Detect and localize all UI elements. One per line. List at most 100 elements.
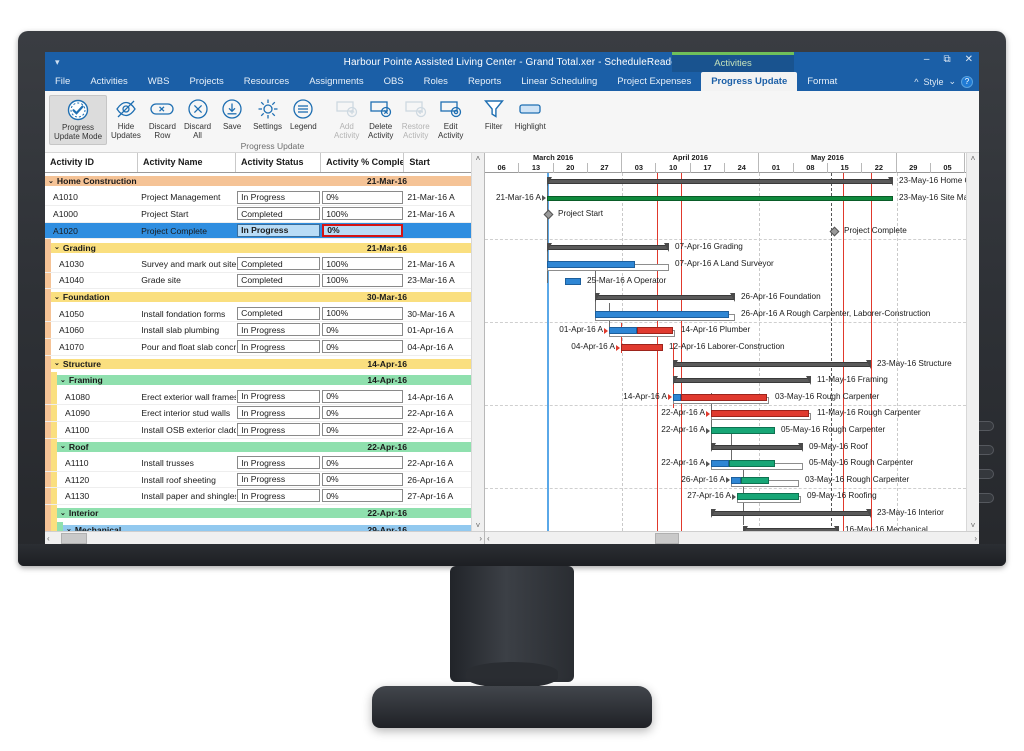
style-caret-up-icon[interactable]: ^	[914, 76, 919, 87]
gantt-summary-bar[interactable]	[547, 245, 669, 251]
gantt-horizontal-scrollbar[interactable]: ‹ ›	[485, 531, 979, 544]
gantt-progress-bar[interactable]	[673, 393, 681, 401]
gantt-activity-bar[interactable]	[737, 493, 799, 501]
gantt-summary-bar[interactable]	[743, 527, 839, 531]
table-group-row[interactable]: ⌄ Interior 22-Apr-16	[45, 505, 471, 522]
gantt-summary-bar[interactable]	[711, 511, 871, 516]
menu-item-roles[interactable]: Roles	[414, 72, 458, 91]
cell-activity-status[interactable]: Completed	[236, 256, 321, 272]
gantt-hscroll-thumb[interactable]	[655, 532, 679, 544]
highlight-button[interactable]: Highlight	[511, 95, 550, 134]
cell-activity-percent-complete[interactable]: 100%	[321, 273, 404, 289]
menu-item-obs[interactable]: OBS	[374, 72, 414, 91]
gantt-scroll-up-arrow[interactable]: ˄	[970, 154, 976, 163]
menu-item-wbs[interactable]: WBS	[138, 72, 180, 91]
table-group-row[interactable]: ⌄ Grading 21-Mar-16	[45, 239, 471, 256]
hscroll-left-arrow[interactable]: ‹	[47, 533, 50, 543]
table-row[interactable]: A1000 Project Start Completed 100% 21-Mar-16…	[45, 206, 471, 223]
settings-button[interactable]: Settings	[249, 95, 286, 134]
progress-update-mode-button[interactable]: Progress Update Mode	[49, 95, 108, 145]
menu-item-format[interactable]: Format	[797, 72, 847, 91]
cell-activity-status[interactable]: In Progress	[236, 422, 321, 438]
column-header-start[interactable]: Start	[409, 157, 430, 167]
chevron-down-icon[interactable]: ⌄	[60, 443, 66, 451]
menu-item-projects[interactable]: Projects	[179, 72, 233, 91]
table-group-row[interactable]: ⌄ Structure 14-Apr-16	[45, 355, 471, 373]
table-row[interactable]: A1070 Pour and float slab concreteIn Prog…	[45, 339, 471, 356]
gantt-activity-bar[interactable]	[711, 427, 775, 434]
edit-activity-button[interactable]: Edit Activity	[434, 95, 468, 143]
menu-item-linear-scheduling[interactable]: Linear Scheduling	[511, 72, 607, 91]
chevron-down-icon[interactable]: ⌄	[48, 177, 54, 185]
chevron-down-icon[interactable]: ⌄	[54, 293, 60, 301]
column-header-activity-name[interactable]: Activity Name	[138, 153, 236, 172]
table-row[interactable]: A1020 Project Complete In Progress 0%	[45, 222, 471, 240]
table-group-row[interactable]: ⌄ Roof 22-Apr-16	[45, 438, 471, 456]
gantt-summary-bar[interactable]	[595, 295, 735, 301]
close-button[interactable]: ✕	[964, 54, 973, 65]
gantt-activity-bar[interactable]	[637, 327, 673, 335]
table-row[interactable]: A1050 Install fondation forms Completed 100…	[45, 305, 471, 323]
scroll-down-arrow[interactable]: ˅	[475, 521, 481, 530]
table-row[interactable]: A1090 Erect interior stud walls In Progres…	[45, 405, 471, 422]
menu-item-project-expenses[interactable]: Project Expenses	[607, 72, 701, 91]
cell-activity-percent-complete[interactable]: 0%	[321, 488, 404, 504]
chevron-down-icon[interactable]: ⌄	[60, 376, 66, 384]
chevron-down-icon[interactable]: ⌄	[54, 244, 60, 252]
gantt-activity-bar[interactable]	[621, 344, 663, 351]
gantt-summary-bar[interactable]	[711, 444, 803, 450]
column-header-activity-status[interactable]: Activity Status	[236, 153, 322, 172]
gantt-milestone-marker[interactable]	[829, 226, 840, 237]
cell-activity-status[interactable]: In Progress	[236, 339, 321, 355]
gantt-summary-bar[interactable]	[547, 179, 893, 184]
menu-item-assignments[interactable]: Assignments	[299, 72, 373, 91]
table-group-row[interactable]: ⌄ Home Construction 21-Mar-16	[45, 173, 471, 190]
gantt-progress-bar[interactable]	[731, 476, 741, 484]
table-row[interactable]: A1030 Survey and mark out site Completed 10…	[45, 256, 471, 273]
cell-activity-status[interactable]: In Progress	[236, 455, 321, 471]
legend-button[interactable]: Legend	[286, 95, 321, 134]
menu-item-reports[interactable]: Reports	[458, 72, 511, 91]
cell-activity-percent-complete[interactable]: 0%	[321, 223, 404, 239]
cell-activity-percent-complete[interactable]: 100%	[321, 256, 404, 272]
gantt-activity-bar[interactable]	[547, 261, 635, 268]
cell-activity-status[interactable]: In Progress	[236, 472, 321, 488]
cell-activity-status[interactable]: In Progress	[236, 389, 321, 405]
cell-activity-status[interactable]: In Progress	[236, 488, 321, 504]
menu-item-progress-update[interactable]: Progress Update	[701, 72, 798, 91]
gantt-activity-bar[interactable]	[711, 410, 809, 418]
quick-access-toolbar-icon[interactable]: ▾	[55, 56, 60, 67]
table-row[interactable]: A1080 Erect exterior wall frames In Progre…	[45, 388, 471, 406]
table-row[interactable]: A1130 Install paper and shingles In Progre…	[45, 488, 471, 505]
gantt-activity-bar[interactable]	[565, 277, 581, 285]
gantt-vertical-scrollbar[interactable]: ˄ ˅	[966, 153, 979, 531]
table-row[interactable]: A1120 Install roof sheeting In Progress 0% 2…	[45, 471, 471, 489]
table-row[interactable]: A1010 Project Management In Progress 0% 21-M…	[45, 189, 471, 207]
cell-activity-percent-complete[interactable]: 0%	[321, 472, 404, 488]
column-header-activity-complete[interactable]: Activity % Complete	[321, 153, 405, 172]
help-icon[interactable]: ?	[961, 75, 973, 88]
gantt-summary-bar[interactable]	[673, 378, 811, 384]
gantt-activity-bar[interactable]	[741, 476, 769, 484]
style-label[interactable]: Style	[923, 76, 944, 87]
table-row[interactable]: A1060 Install slab plumbing In Progress 0% 0…	[45, 322, 471, 339]
cell-activity-percent-complete[interactable]: 0%	[321, 190, 404, 206]
filter-button[interactable]: Filter	[477, 95, 511, 134]
save-button[interactable]: Save	[215, 95, 249, 134]
cell-activity-percent-complete[interactable]: 100%	[321, 306, 404, 322]
table-row[interactable]: A1100 Install OSB exterior claddingIn Pro…	[45, 422, 471, 439]
table-group-row[interactable]: ⌄ Framing 14-Apr-16	[45, 372, 471, 389]
menu-item-activities[interactable]: Activities	[80, 72, 137, 91]
table-row[interactable]: A1040 Grade site Completed 100% 23-Mar-16 A	[45, 272, 471, 290]
minimize-button[interactable]: –	[923, 54, 930, 65]
cell-activity-percent-complete[interactable]: 0%	[321, 339, 404, 355]
gantt-hscroll-right-arrow[interactable]: ›	[974, 533, 977, 543]
discard-row-button[interactable]: Discard Row	[145, 95, 180, 143]
gantt-hscroll-left-arrow[interactable]: ‹	[487, 533, 490, 543]
table-horizontal-scrollbar[interactable]: ‹ ›	[45, 531, 484, 544]
hscroll-thumb[interactable]	[60, 532, 87, 544]
contextual-tab-activities[interactable]: Activities	[672, 52, 794, 72]
gantt-summary-bar[interactable]	[673, 361, 871, 367]
chevron-down-icon[interactable]: ⌄	[948, 76, 956, 86]
menu-item-file[interactable]: File	[45, 72, 80, 91]
